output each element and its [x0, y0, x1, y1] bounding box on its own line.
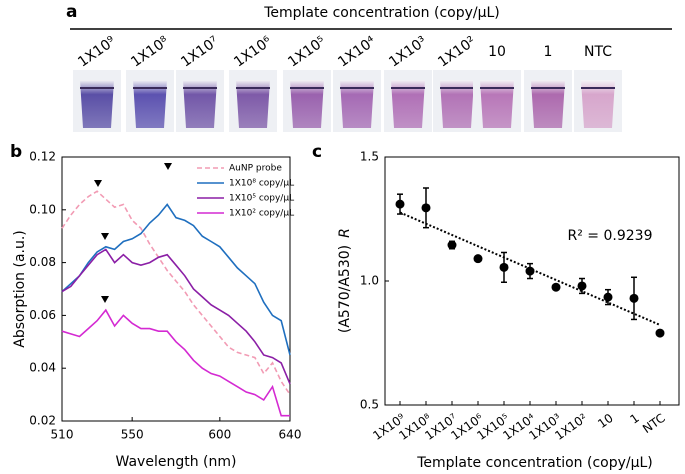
tube	[531, 80, 565, 128]
x-tick-label: NTC	[640, 411, 668, 436]
tube-label: 10	[488, 44, 506, 60]
tube-label: 1X10⁸	[128, 33, 172, 70]
point	[447, 240, 457, 250]
y-tick-label: 1.0	[360, 274, 379, 288]
tube	[80, 80, 114, 128]
y-tick-label: 0.5	[360, 398, 379, 412]
point	[629, 293, 639, 303]
point	[655, 328, 665, 338]
x-tick-label: 640	[279, 428, 302, 442]
y-axis-title: Absorption (a.u.)	[12, 230, 28, 348]
x-tick-label: 600	[208, 428, 231, 442]
y-axis-variable: R	[337, 228, 353, 238]
x-axis-title: Wavelength (nm)	[116, 454, 237, 470]
legend-label: 1X10⁸ copy/µL	[229, 179, 294, 189]
tube-label: 1X10³	[386, 33, 430, 70]
point	[473, 254, 483, 264]
y-tick-label: 0.04	[29, 361, 56, 375]
tube-label: 1X10²	[435, 33, 479, 70]
tube-label: 1X10⁷	[178, 33, 222, 70]
tube	[183, 80, 217, 128]
tube-label: 1X10⁵	[285, 33, 329, 70]
series-line	[61, 308, 290, 417]
point	[395, 199, 405, 209]
series-line	[61, 248, 291, 385]
legend-label: AuNP probe	[229, 164, 282, 174]
peak-markers	[94, 163, 172, 303]
point	[603, 292, 613, 302]
plot-frame	[61, 156, 291, 422]
tube-label: 1X10⁶	[231, 33, 275, 70]
tube	[480, 80, 514, 128]
series-line	[61, 190, 291, 396]
panel-title: Template concentration (copy/µL)	[263, 5, 500, 21]
y-tick-label: 1.5	[360, 150, 379, 164]
y-tick-label: 0.08	[29, 255, 56, 269]
trendline	[399, 211, 661, 326]
x-tick-label: 550	[121, 428, 144, 442]
y-tick-label: 0.02	[29, 414, 56, 428]
tube	[290, 80, 324, 128]
x-axis-title: Template concentration (copy/µL)	[416, 455, 653, 471]
legend-label: 1X10⁵ copy/µL	[229, 194, 294, 204]
annotation: R² = 0.9239	[568, 228, 653, 244]
point	[525, 266, 535, 276]
tube-label: 1X10⁹	[75, 33, 119, 70]
tube	[391, 80, 425, 128]
x-tick-label: 10	[595, 411, 616, 431]
point	[499, 262, 509, 272]
tube	[581, 80, 615, 128]
tube	[440, 80, 474, 128]
legend-label: 1X10² copy/µL	[229, 209, 294, 219]
x-tick-label: 510	[51, 428, 74, 442]
panel-label: c	[312, 142, 322, 162]
tube	[236, 80, 270, 128]
series-line	[61, 203, 291, 356]
tube-label: NTC	[584, 44, 612, 60]
tube-label: 1X10⁴	[335, 33, 379, 70]
y-axis-title: (A570/A530)	[337, 245, 353, 333]
y-tick-label: 0.10	[29, 202, 56, 216]
panel-label: b	[10, 142, 22, 162]
tube	[133, 80, 167, 128]
tube	[340, 80, 374, 128]
y-tick-label: 0.06	[29, 308, 56, 322]
point	[577, 281, 587, 291]
panel-label: a	[66, 2, 77, 22]
y-tick-label: 0.12	[29, 150, 56, 164]
tube-label: 1	[544, 44, 553, 60]
plot-frame	[384, 156, 680, 406]
point	[551, 282, 561, 292]
point	[421, 203, 431, 213]
